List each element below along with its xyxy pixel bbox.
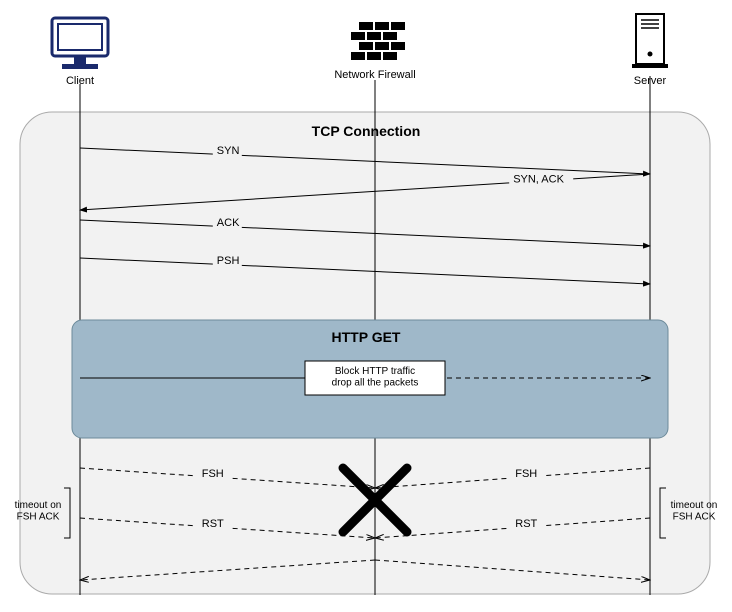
client-icon: [52, 18, 108, 69]
http-get-title: HTTP GET: [332, 329, 401, 345]
firewall-icon: [351, 22, 405, 60]
blocked-right-rst: RST: [515, 518, 537, 530]
timeout-left-label: timeout onFSH ACK: [15, 500, 62, 523]
blocked-left-fsh: FSH: [202, 468, 224, 480]
blocked-left-rst: RST: [202, 518, 224, 530]
tcp-connection-title: TCP Connection: [312, 123, 421, 139]
arrow-label-syn: SYN: [217, 145, 240, 157]
arrow-label-psh: PSH: [217, 255, 240, 267]
firewall-label: Network Firewall: [334, 69, 415, 81]
blocked-right-fsh: FSH: [515, 468, 537, 480]
arrow-label-syn-ack: SYN, ACK: [513, 174, 564, 186]
arrow-label-ack: ACK: [217, 217, 240, 229]
timeout-right-label: timeout onFSH ACK: [671, 500, 718, 523]
block-label: Block HTTP trafficdrop all the packets: [332, 366, 419, 389]
server-label: Server: [634, 75, 667, 87]
server-icon: [632, 14, 668, 68]
client-label: Client: [66, 75, 94, 87]
